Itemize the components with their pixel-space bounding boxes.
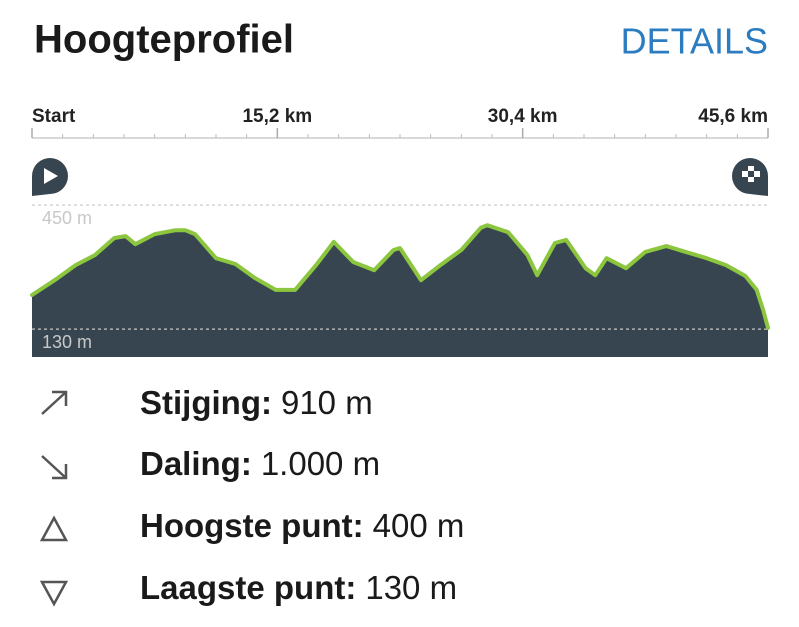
elevation-chart: 130 m 450 m bbox=[30, 204, 770, 357]
lowest-icon bbox=[39, 580, 69, 607]
stats: Stijging: 910 m Daling: 1.000 m Hoogste punt… bbox=[39, 384, 464, 607]
stat-label: Stijging: bbox=[140, 384, 272, 421]
area-fill bbox=[32, 225, 768, 357]
stat-row: Hoogste punt: 400 m bbox=[140, 507, 464, 544]
stat-value: 910 m bbox=[281, 384, 373, 421]
stat-row: Daling: 1.000 m bbox=[140, 445, 380, 482]
highest-icon bbox=[39, 515, 69, 542]
stat-value: 130 m bbox=[365, 569, 457, 606]
stat-value: 400 m bbox=[373, 507, 465, 544]
stat-row: Stijging: 910 m bbox=[140, 384, 373, 421]
x-tick-label: Start bbox=[32, 106, 76, 127]
ruler: Start 15,2 km 30,4 km 45,6 km bbox=[31, 106, 769, 138]
y-tick-label: 130 m bbox=[42, 332, 92, 352]
ascent-icon bbox=[41, 390, 68, 415]
stat-value: 1.000 m bbox=[261, 445, 380, 482]
x-tick-label: 15,2 km bbox=[242, 106, 312, 127]
descent-icon bbox=[41, 455, 68, 480]
details-link[interactable]: DETAILS bbox=[621, 21, 768, 62]
stat-label: Laagste punt: bbox=[140, 569, 356, 606]
y-tick-label: 450 m bbox=[42, 208, 92, 228]
start-marker bbox=[32, 158, 68, 196]
stat-row: Laagste punt: 130 m bbox=[140, 569, 457, 606]
x-tick-label: 45,6 km bbox=[698, 106, 768, 127]
stat-label: Hoogste punt: bbox=[140, 507, 364, 544]
x-tick-label: 30,4 km bbox=[488, 106, 558, 127]
stat-label: Daling: bbox=[140, 445, 252, 482]
finish-marker bbox=[732, 158, 768, 196]
elevation-line bbox=[30, 223, 770, 330]
title: Hoogteprofiel bbox=[34, 18, 294, 62]
